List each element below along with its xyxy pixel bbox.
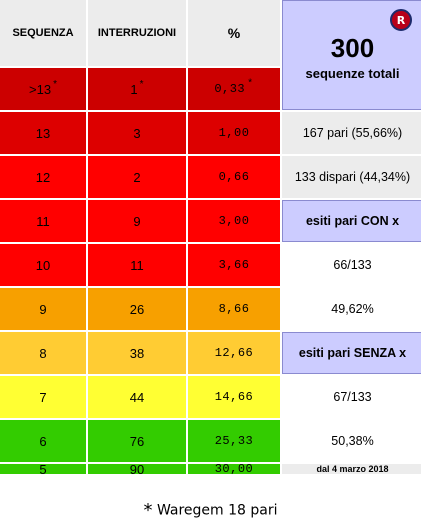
- int-cell: 76: [88, 420, 186, 462]
- asterisk-mark: *: [53, 78, 57, 90]
- pct-cell: 3,66: [188, 244, 280, 286]
- seq-cell: 11: [0, 200, 86, 242]
- seq-cell: 7: [0, 376, 86, 418]
- pct-cell: 8,66: [188, 288, 280, 330]
- seq-cell: 13: [0, 112, 86, 154]
- asterisk-mark: *: [139, 78, 144, 90]
- int-cell: 90: [88, 462, 186, 477]
- asterisk-mark: *: [247, 78, 254, 90]
- pct-cell: 3,00: [188, 200, 280, 242]
- side-heading-senza-x: esiti pari SENZA x: [282, 332, 421, 374]
- pct-cell: 1,00: [188, 112, 280, 154]
- side-senza-x-percent: 50,38%: [282, 420, 421, 462]
- header-sequenza: SEQUENZA: [0, 0, 86, 66]
- footnote-text: Waregem 18 pari: [156, 502, 278, 519]
- total-sequences-label: sequenze totali: [305, 66, 400, 81]
- header-interruzioni: INTERRUZIONI: [88, 0, 186, 66]
- seq-cell: 8: [0, 332, 86, 374]
- seq-cell: 12: [0, 156, 86, 198]
- total-sequences: 300: [330, 33, 375, 63]
- pct-cell: 0,66: [188, 156, 280, 198]
- summary-box: R 300 sequenze totali: [282, 0, 421, 110]
- int-cell: 44: [88, 376, 186, 418]
- side-con-x-ratio: 66/133: [282, 244, 421, 286]
- side-heading-con-x: esiti pari CON x: [282, 200, 421, 242]
- side-con-x-percent: 49,62%: [282, 288, 421, 330]
- seq-cell: 5: [0, 462, 86, 477]
- side-senza-x-ratio: 67/133: [282, 376, 421, 418]
- int-cell: 26: [88, 288, 186, 330]
- pct-cell: 0,33 *: [188, 68, 280, 110]
- header-percent: %: [188, 0, 280, 66]
- pct-cell: 30,00: [188, 462, 280, 476]
- pct-cell: 14,66: [188, 376, 280, 418]
- seq-cell: 9: [0, 288, 86, 330]
- seq-cell: >13 *: [0, 68, 86, 110]
- side-date-note: dal 4 marzo 2018: [282, 464, 421, 474]
- int-cell: 3: [88, 112, 186, 154]
- int-cell: 11: [88, 244, 186, 286]
- footnote-asterisk: *: [143, 500, 153, 521]
- pct-cell: 25,33: [188, 420, 280, 462]
- int-cell: 38: [88, 332, 186, 374]
- pct-cell: 12,66: [188, 332, 280, 374]
- logo-badge: R: [390, 9, 412, 31]
- footnote: * Waregem 18 pari: [0, 500, 421, 521]
- stats-table: SEQUENZA INTERRUZIONI % R 300 sequenze t…: [0, 0, 421, 477]
- int-cell: 2: [88, 156, 186, 198]
- seq-cell: 10: [0, 244, 86, 286]
- side-dispari: 133 dispari (44,34%): [282, 156, 421, 198]
- int-cell: 1 *: [88, 68, 186, 110]
- seq-cell: 6: [0, 420, 86, 462]
- side-pari: 167 pari (55,66%): [282, 112, 421, 154]
- int-cell: 9: [88, 200, 186, 242]
